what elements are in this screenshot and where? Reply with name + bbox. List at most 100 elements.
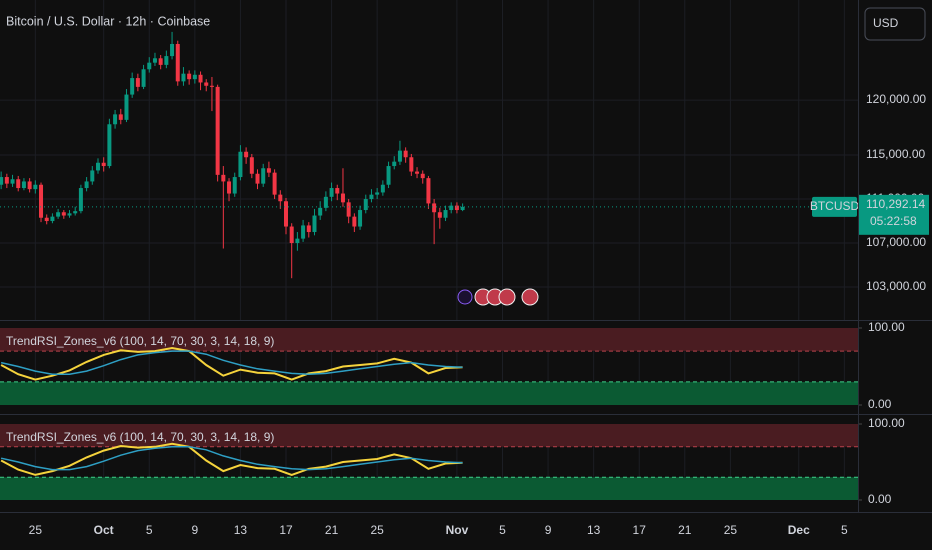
candle-body [78, 188, 83, 212]
zone-band [0, 381, 858, 405]
candle-body [295, 238, 300, 244]
currency-button[interactable] [864, 7, 926, 41]
zone-band [0, 424, 858, 447]
candle-body [306, 225, 311, 233]
candle-body [158, 58, 163, 65]
candle-body [175, 43, 180, 82]
y-tick-label: 107,000.00 [866, 235, 926, 249]
candle-body [135, 78, 140, 87]
candle-body [312, 215, 317, 233]
candle-body [16, 179, 21, 189]
x-tick-label: 13 [587, 523, 601, 537]
x-tick-label: 25 [724, 523, 738, 537]
candle-body [323, 196, 328, 208]
candle-body [443, 210, 448, 218]
candle-body [50, 216, 55, 222]
event-icon [521, 288, 539, 306]
candle-body [95, 162, 100, 171]
candle-body [266, 168, 271, 173]
candle-body [33, 184, 38, 190]
indicator-title: TrendRSI_Zones_v6 (100, 14, 70, 30, 3, 1… [6, 334, 274, 348]
y-tick-label: 120,000.00 [866, 92, 926, 106]
indicator-line [0, 346, 463, 381]
candle-body [335, 188, 340, 194]
y-tick-label: 100.00 [868, 320, 905, 334]
candle-body [363, 199, 368, 211]
x-tick-label: 17 [633, 523, 647, 537]
x-tick-label: 9 [192, 523, 199, 537]
candle-body [107, 124, 112, 167]
candle-body [67, 213, 72, 216]
candle-body [181, 73, 186, 82]
candle-body [409, 157, 414, 172]
candle-body [39, 184, 44, 218]
candle-body [124, 94, 129, 120]
x-tick-label: 5 [146, 523, 153, 537]
event-icons [457, 288, 539, 306]
x-tick-label: 21 [678, 523, 692, 537]
candle-body [301, 225, 306, 239]
candle-body [113, 114, 118, 125]
price-tag-label: 110,292.14 [866, 197, 925, 211]
x-tick-label: 21 [325, 523, 339, 537]
y-tick-label: 115,000.00 [866, 147, 925, 161]
candle-body [238, 151, 243, 178]
candle-body [198, 74, 203, 83]
candle-body [437, 212, 442, 218]
candle-body [227, 181, 232, 194]
candle-body [261, 168, 266, 184]
candle-body [56, 212, 61, 217]
candle-body [130, 78, 135, 95]
candle-body [375, 192, 380, 195]
x-tick-label: 9 [545, 523, 552, 537]
candle-body [255, 173, 260, 184]
y-tick-label: 103,000.00 [866, 279, 926, 293]
candle-body [380, 184, 385, 193]
candle-body [346, 202, 351, 217]
candle-body [204, 82, 209, 86]
candle-body [152, 58, 157, 63]
candle-body [449, 205, 454, 211]
price-tag [859, 194, 929, 235]
candle-body [73, 211, 78, 214]
candle-body [118, 114, 123, 120]
symbol-tag [812, 196, 857, 217]
candle-body [284, 201, 288, 227]
candle-body [141, 69, 146, 87]
y-tick-label: 100.00 [868, 416, 905, 430]
candle-body [278, 194, 283, 202]
candle-body [215, 86, 220, 175]
x-tick-label: Dec [788, 523, 810, 537]
indicator-line [0, 442, 463, 476]
candle-body [4, 177, 9, 184]
x-tick-label: 5 [841, 523, 848, 537]
candle-body [340, 193, 345, 203]
candle-body [187, 73, 192, 80]
countdown-label: 05:22:58 [870, 214, 917, 228]
symbol-tag-label: BTCUSD [810, 199, 860, 213]
candle-body [329, 188, 334, 197]
candle-body [352, 216, 357, 227]
candle-body [415, 171, 420, 174]
candle-body [101, 162, 106, 167]
candle-body [454, 205, 459, 211]
event-icon [457, 289, 473, 305]
currency-label[interactable]: USD [873, 16, 899, 30]
candle-body [209, 85, 214, 87]
candle-body [397, 150, 402, 162]
x-tick-label: 13 [234, 523, 248, 537]
y-tick-label: 0.00 [868, 492, 892, 506]
candle-body [460, 206, 465, 211]
event-icon [498, 288, 516, 306]
indicator-line [0, 350, 463, 375]
candle-body [21, 181, 26, 189]
candle-body [249, 157, 254, 174]
candle-body [403, 150, 408, 158]
candle-body [420, 173, 425, 179]
candle-body [61, 212, 66, 216]
candle-body [27, 181, 32, 190]
candle-body [432, 203, 437, 213]
candle-body [0, 177, 4, 185]
indicator-title: TrendRSI_Zones_v6 (100, 14, 70, 30, 3, 1… [6, 430, 274, 444]
